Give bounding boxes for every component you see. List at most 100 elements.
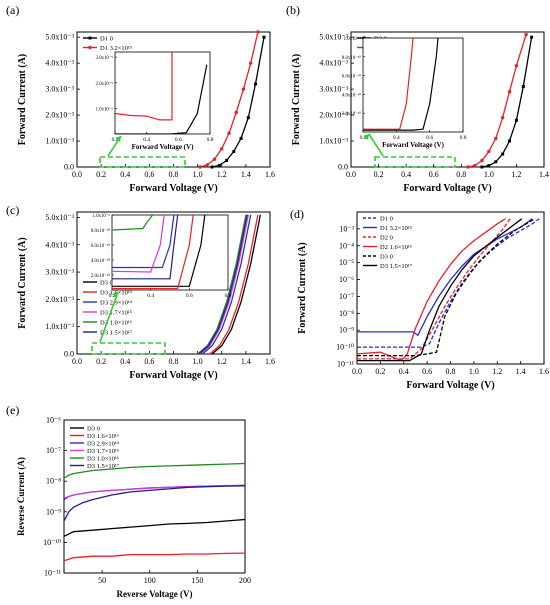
series-line (357, 218, 535, 357)
data-point (198, 165, 202, 169)
x-tick-label: 1.2 (492, 367, 502, 376)
x-tick-label: 0.2 (96, 170, 106, 179)
inset-x-tick-label: 0.2 (360, 135, 367, 141)
x-tick-label: 0.8 (169, 170, 179, 179)
y-tick-label: 10⁻¹⁰ (43, 538, 61, 547)
y-tick-label: 10⁻¹⁰ (336, 343, 354, 352)
inset-y-tick-label: 1.0x10⁻⁹ (96, 106, 114, 112)
x-tick-label: 0.8 (169, 357, 179, 366)
data-point (205, 163, 209, 167)
x-tick-label: 150 (191, 576, 203, 585)
inset-series-line (115, 64, 208, 134)
data-point (487, 164, 491, 168)
y-tick-label: 5.0x10⁻³ (319, 33, 348, 42)
inset-y-tick-label: 8.0x10⁻¹⁰ (91, 228, 110, 234)
data-point (210, 165, 214, 169)
data-point (514, 64, 519, 68)
panel-label: (d) (290, 207, 304, 221)
inset-y-tick-label: 4.0x10⁻¹⁰ (342, 92, 361, 98)
y-tick-label: 2.0x10⁻³ (45, 111, 74, 120)
zoom-arrow-head (363, 134, 369, 140)
legend-entry: D3 1.5×10¹⁷ (100, 330, 132, 337)
y-tick-label: 2.0x10⁻³ (45, 295, 74, 304)
inset-y-tick-label: 6.0x10⁻¹⁰ (91, 243, 110, 249)
y-tick-label: 1.0x10⁻³ (45, 137, 74, 146)
x-tick-label: 1.6 (539, 367, 549, 376)
series-line (211, 214, 262, 354)
x-tick-label: 1.2 (217, 170, 227, 179)
inset-x-tick-label: 0.8 (225, 293, 232, 299)
panel-1: (b) 0.0 0.2 0.4 0.6 0.8 1.0 1.2 1.4 0.0 1.0x10⁻³ 2.… (286, 3, 549, 194)
series-line (198, 214, 248, 354)
x-tick-label: 1.4 (516, 367, 526, 376)
data-point (508, 139, 512, 143)
legend-entry: D3 0 (100, 280, 113, 287)
y-tick-label: 3.0x10⁻³ (45, 268, 74, 277)
inset-y-tick-label: 1.0x10⁻⁹ (93, 213, 111, 219)
y-tick-label: 0.0 (64, 163, 74, 172)
legend-entry: D2 0 (380, 235, 393, 242)
data-point (225, 159, 229, 163)
inset-x-tick-label: 0.6 (426, 135, 433, 141)
x-tick-label: 0.6 (144, 170, 154, 179)
x-tick-label: 0.4 (399, 367, 409, 376)
data-point (494, 160, 498, 164)
data-point (239, 136, 243, 140)
inset-series-line (363, 38, 414, 130)
legend-entry: D3 1.0×10¹⁶ (100, 320, 132, 327)
y-tick-label: 0.0 (64, 350, 74, 359)
legend-entry: D1 3.2×10¹⁵ (100, 45, 132, 52)
y-tick-label: 10⁻⁸ (46, 477, 61, 486)
zoom-region (99, 156, 186, 168)
x-tick-label: 1.4 (241, 170, 251, 179)
data-point (501, 152, 505, 156)
legend-entry: D1 3.2×10¹⁵ (380, 225, 412, 232)
zoom-arrow (99, 291, 119, 343)
data-point (494, 136, 498, 141)
panel-0: (a) 0.0 0.2 0.4 0.6 0.8 1.0 1.2 1.4 1.6 0.0 1.0x10⁻… (6, 3, 275, 194)
data-point (487, 149, 491, 154)
x-axis-title: Forward Voltage (V) (129, 370, 217, 381)
series-line (209, 214, 259, 354)
inset-series-line (112, 215, 154, 231)
x-tick-label: 0.6 (429, 170, 439, 179)
x-tick-label: 1.2 (511, 170, 521, 179)
legend-entry: D3 0 (87, 426, 100, 433)
x-tick-label: 0.4 (120, 170, 130, 179)
inset: 0.2 0.4 0.6 0.8 1.0x10⁻⁹ 2.0x10⁻⁹ 3.0x10⁻⁹ Forw… (96, 51, 214, 151)
inset-series-line (112, 215, 179, 280)
series-line (64, 485, 245, 522)
y-tick-label: 4.0x10⁻³ (319, 59, 348, 68)
inset-frame (362, 37, 464, 133)
y-tick-label: 1.0x10⁻³ (45, 322, 74, 331)
data-point (521, 85, 525, 89)
series-line (64, 552, 245, 562)
legend-entry: D3 1.5×10¹⁷ (380, 263, 412, 270)
y-tick-label: 3.0x10⁻³ (45, 85, 74, 94)
y-tick-label: 10⁻⁴ (339, 241, 354, 250)
data-point (524, 32, 528, 37)
inset-frame (114, 51, 211, 135)
series-line (357, 218, 511, 360)
x-tick-label: 0.2 (375, 367, 385, 376)
data-point (514, 118, 518, 122)
x-tick-label: 0.0 (352, 367, 362, 376)
legend-entry: D3 1.7×10¹⁵ (100, 310, 132, 317)
legend-marker (88, 45, 92, 50)
x-tick-label: 0.2 (374, 170, 384, 179)
y-tick-label: 10⁻⁹ (339, 326, 354, 335)
y-tick-label: 3.0x10⁻³ (319, 85, 348, 94)
x-tick-label: 0.0 (72, 357, 82, 366)
data-point (232, 149, 236, 153)
data-point (466, 165, 470, 169)
x-tick-label: 0.8 (456, 170, 466, 179)
x-tick-label: 1.0 (193, 357, 203, 366)
series-line (201, 214, 252, 354)
series-line (468, 34, 527, 167)
legend-entry: D3 2.9×10¹⁴ (100, 300, 133, 307)
data-point (256, 30, 260, 34)
x-tick-label: 1.0 (469, 367, 479, 376)
y-axis-title: Forward Current (A) (17, 237, 28, 328)
inset-x-axis-title: Forward Voltage (V) (382, 141, 444, 149)
